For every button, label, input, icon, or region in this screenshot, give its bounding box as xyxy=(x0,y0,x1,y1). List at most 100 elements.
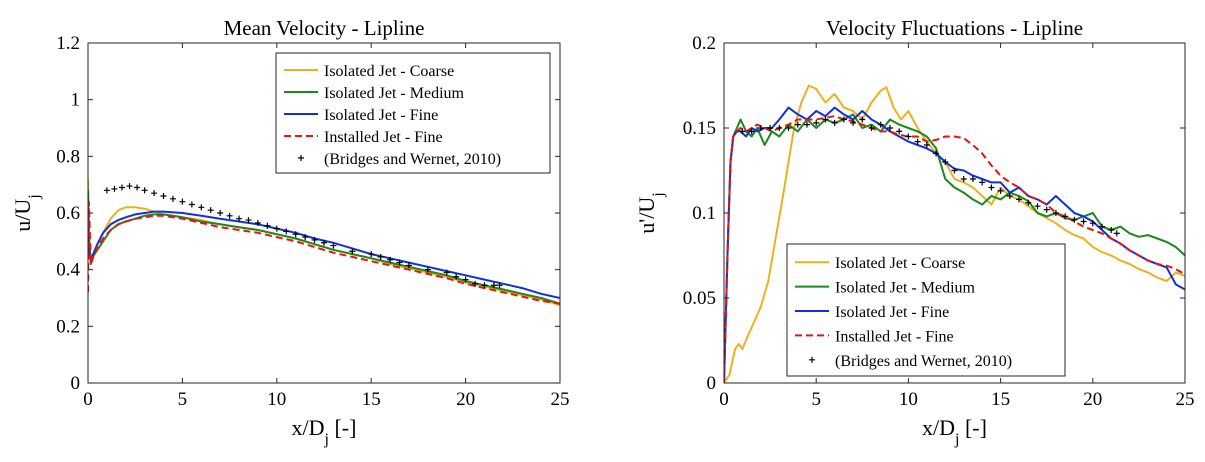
chart-panel-1: 0 5 10 15 20 25 0 0.2 0.4 0.6 0.8 1 1.2 Mean Velocity… xyxy=(10,16,570,448)
data-marker xyxy=(236,215,243,222)
data-marker xyxy=(868,125,875,131)
data-marker xyxy=(914,138,921,145)
data-marker xyxy=(264,222,271,229)
legend-label: (Bridges and Wernet, 2010) xyxy=(835,353,1012,370)
data-marker xyxy=(1080,218,1087,225)
data-marker xyxy=(923,142,930,148)
legend-label: Isolated Jet - Fine xyxy=(324,107,438,124)
data-marker xyxy=(453,273,460,280)
data-marker xyxy=(803,121,810,128)
y-tick-label: 0 xyxy=(71,373,81,394)
chart-title: Velocity Fluctuations - Lipline xyxy=(826,16,1083,40)
data-marker xyxy=(311,236,318,243)
legend-box xyxy=(275,52,551,174)
x-tick-label: 0 xyxy=(719,389,729,410)
data-marker xyxy=(1108,227,1115,233)
x-axis-label-main: x/D xyxy=(922,415,955,440)
y-tick-label: 0 xyxy=(707,373,717,394)
y-axis-label: u'/Uj xyxy=(634,192,667,233)
data-marker xyxy=(134,184,141,191)
data-marker xyxy=(840,116,847,123)
legend-entry: Installed Jet - Fine xyxy=(795,328,954,345)
data-marker xyxy=(1099,223,1106,230)
legend-label: Isolated Jet - Fine xyxy=(835,304,949,321)
legend: Isolated Jet - Coarse Isolated Jet - Medi… xyxy=(275,52,551,174)
data-marker xyxy=(462,276,469,283)
data-marker xyxy=(179,198,186,205)
legend-marker xyxy=(298,155,304,161)
data-marker xyxy=(942,159,949,165)
data-marker xyxy=(481,282,488,289)
data-marker xyxy=(217,210,224,216)
legend-label: Isolated Jet - Coarse xyxy=(835,255,965,272)
data-marker xyxy=(1006,193,1013,199)
data-marker xyxy=(321,239,327,246)
y-tick-label: 1.2 xyxy=(56,33,80,54)
x-tick-label: 10 xyxy=(267,389,286,410)
legend-entry: (Bridges and Wernet, 2010) xyxy=(298,151,501,168)
data-marker xyxy=(226,212,233,219)
x-tick-label: 0 xyxy=(83,389,93,410)
y-tick-label: 1 xyxy=(71,90,81,111)
data-marker xyxy=(273,225,280,232)
data-marker xyxy=(424,266,431,273)
data-marker xyxy=(349,248,356,255)
legend-entry: Isolated Jet - Coarse xyxy=(284,63,454,80)
x-tick-label: 5 xyxy=(178,389,188,410)
legend-label: Installed Jet - Fine xyxy=(835,328,954,345)
data-marker xyxy=(126,183,133,190)
data-marker xyxy=(472,280,479,287)
data-marker xyxy=(988,184,995,191)
x-axis-label-sub: j xyxy=(954,431,959,448)
x-tick-label: 10 xyxy=(899,389,918,410)
legend-marker xyxy=(809,356,815,363)
x-axis-label-sub: j xyxy=(324,431,329,448)
data-marker xyxy=(850,119,857,126)
data-marker xyxy=(896,128,903,135)
data-marker xyxy=(979,179,986,186)
data-marker xyxy=(757,125,764,131)
y-axis-label-sub: j xyxy=(650,192,667,197)
data-marker xyxy=(151,190,158,197)
x-tick-label: 5 xyxy=(811,389,821,410)
x-tick-label: 20 xyxy=(1083,389,1102,410)
data-marker xyxy=(207,207,214,214)
x-axis-label-unit: [-] xyxy=(959,415,986,440)
data-marker xyxy=(111,185,118,192)
data-marker xyxy=(496,282,503,289)
legend-entry: Isolated Jet - Coarse xyxy=(795,255,965,272)
data-marker xyxy=(1034,203,1041,210)
series-isolated-jet-medium-line xyxy=(724,113,1185,383)
series-bridges-and-wernet-2010-markers xyxy=(739,116,1120,237)
data-marker xyxy=(1071,216,1078,223)
data-marker xyxy=(118,184,125,191)
x-axis-label-main: x/D xyxy=(292,415,325,440)
data-marker xyxy=(330,242,337,249)
legend-label: Installed Jet - Fine xyxy=(324,129,443,146)
data-layer xyxy=(88,178,560,307)
data-marker xyxy=(198,204,205,211)
x-tick-label: 20 xyxy=(456,389,475,410)
y-tick-label: 0.6 xyxy=(56,203,80,224)
data-marker xyxy=(141,187,148,194)
data-marker xyxy=(831,119,838,126)
data-marker xyxy=(997,187,1004,194)
y-axis-label-main: u'/U xyxy=(634,197,659,234)
x-axis-label: x/Dj [-] xyxy=(922,415,987,448)
data-marker xyxy=(822,116,829,123)
data-marker xyxy=(292,231,299,238)
data-marker xyxy=(886,125,893,131)
data-marker xyxy=(951,167,958,174)
data-marker xyxy=(103,187,110,194)
series-installed-jet-fine-line xyxy=(724,115,1185,383)
y-axis-label-sub: j xyxy=(26,194,43,199)
y-tick-label: 0.2 xyxy=(56,316,80,337)
data-marker xyxy=(960,176,967,182)
data-marker xyxy=(859,116,866,123)
data-marker xyxy=(245,217,252,224)
x-axis-label: x/Dj [-] xyxy=(292,415,357,448)
y-tick-label: 0.8 xyxy=(56,146,80,167)
data-marker xyxy=(877,121,884,128)
x-axis-label-unit: [-] xyxy=(329,415,356,440)
